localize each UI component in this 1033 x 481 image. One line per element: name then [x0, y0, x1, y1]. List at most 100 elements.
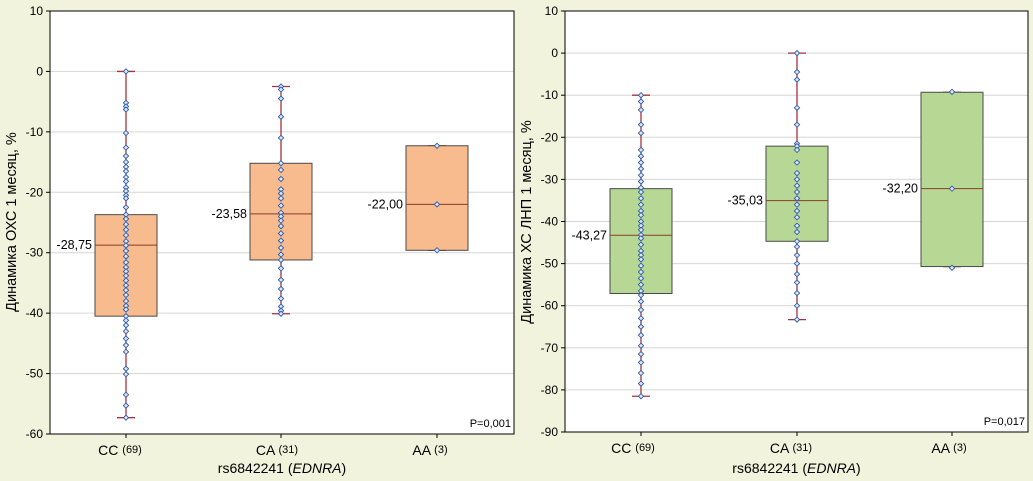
data-point — [277, 265, 285, 272]
x-axis-label-gene: EDNRA — [807, 460, 856, 476]
y-tick-label: -50 — [541, 257, 559, 271]
data-point — [122, 129, 130, 137]
y-tick-label: -60 — [541, 299, 559, 313]
data-point — [793, 182, 801, 189]
y-tick-label: 10 — [30, 4, 44, 18]
data-point — [122, 402, 130, 409]
data-point — [793, 201, 801, 208]
data-point — [277, 113, 285, 120]
median-label: -28,75 — [57, 238, 92, 252]
data-point — [122, 178, 130, 185]
median-label: -32,20 — [883, 182, 918, 196]
data-point — [122, 414, 130, 421]
data-point — [793, 146, 801, 154]
iqr-box — [920, 91, 984, 268]
data-point — [793, 104, 801, 112]
data-point — [793, 270, 801, 278]
data-point — [793, 243, 801, 250]
data-point — [793, 188, 801, 196]
data-point — [122, 144, 130, 151]
data-point — [637, 350, 645, 358]
data-point — [122, 335, 130, 342]
y-tick-label: -20 — [26, 185, 44, 199]
data-point — [637, 306, 645, 314]
boxplot-group-aa: -22,00 AA (3) — [368, 142, 469, 458]
median-label: -43,27 — [572, 228, 607, 242]
data-point — [277, 195, 285, 202]
data-point — [122, 195, 130, 202]
data-point — [793, 159, 801, 166]
data-point — [637, 211, 645, 219]
category-name: CA — [256, 442, 279, 458]
data-point — [948, 264, 956, 272]
boxplot-group-ca: -23,58 CA (31) — [212, 83, 313, 458]
data-point — [637, 171, 645, 179]
data-point — [122, 106, 130, 113]
data-point — [122, 341, 130, 349]
data-point — [637, 291, 645, 299]
y-tick-label: -40 — [541, 215, 559, 229]
data-point — [277, 166, 285, 174]
y-tick-label: -60 — [26, 427, 44, 441]
y-tick-label: -10 — [541, 88, 559, 102]
x-category-label: CA (31) — [770, 440, 812, 456]
y-tick-label: 0 — [551, 46, 558, 60]
data-point — [637, 323, 645, 330]
data-point — [793, 302, 801, 309]
data-point — [793, 228, 801, 236]
data-point — [637, 188, 645, 196]
data-point — [277, 256, 285, 264]
data-point — [637, 98, 645, 105]
data-point — [793, 279, 801, 286]
y-tick-label: -30 — [26, 246, 44, 260]
data-point — [637, 369, 645, 377]
chart-panel-ldl-cholesterol: 10 0 -10 -20 -30 -40 -50 -60 -70 -80 -90 -43,27 CC (… — [519, 4, 1029, 476]
data-point — [277, 134, 285, 142]
x-axis-label-end: ) — [342, 460, 347, 476]
data-point — [277, 295, 285, 302]
y-tick-label: -90 — [541, 425, 559, 439]
median-label: -22,00 — [368, 197, 403, 211]
iqr-box — [405, 145, 469, 251]
boxplot-group-cc: -43,27 CC (69) — [572, 91, 673, 456]
y-tick-label: -40 — [26, 306, 44, 320]
category-name: CC — [611, 440, 635, 456]
x-category-label: CA (31) — [256, 442, 298, 458]
data-point — [122, 321, 130, 329]
data-point — [793, 251, 801, 259]
data-point — [793, 49, 801, 57]
data-point — [948, 88, 956, 96]
data-point — [277, 285, 285, 293]
data-point — [793, 121, 801, 128]
boxplot-group-ca: -35,03 CA (31) — [728, 49, 829, 456]
data-point — [277, 160, 285, 167]
data-point — [122, 328, 130, 335]
data-point — [277, 310, 285, 317]
data-point — [637, 262, 645, 269]
y-tick-label: 10 — [545, 4, 559, 18]
x-category-label: CC (69) — [611, 440, 655, 456]
x-axis-label: rs6842241 (EDNRA) — [218, 460, 346, 476]
data-point — [637, 146, 645, 154]
data-point — [277, 276, 285, 284]
boxplot-group-aa: -32,20 AA (3) — [883, 88, 984, 456]
data-point — [793, 68, 801, 76]
data-point — [122, 68, 130, 75]
data-point — [637, 106, 645, 114]
x-axis-label-text: rs6842241 ( — [218, 460, 293, 476]
data-point — [637, 392, 645, 400]
data-point — [277, 244, 285, 252]
p-value-label: P=0,017 — [984, 416, 1025, 428]
data-point — [277, 237, 285, 244]
data-point — [793, 260, 801, 267]
median-label: -23,58 — [212, 207, 247, 221]
data-point — [277, 222, 285, 230]
x-category-label: CC (69) — [98, 442, 142, 458]
category-name: CA — [770, 440, 793, 456]
data-point — [637, 359, 645, 366]
data-point — [793, 214, 801, 221]
x-axis-label-gene: EDNRA — [293, 460, 342, 476]
data-point — [637, 165, 645, 173]
data-point — [433, 142, 441, 149]
